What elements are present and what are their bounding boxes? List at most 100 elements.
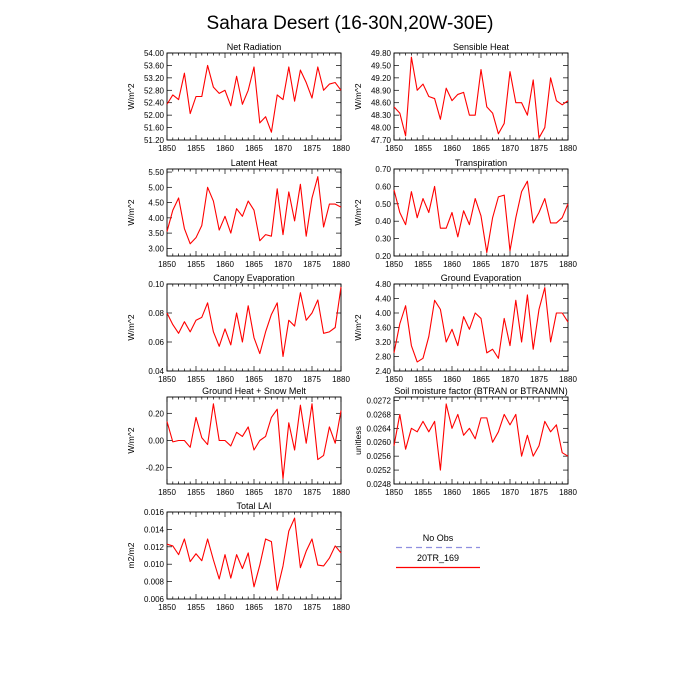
y-tick-label: 5.00 [148, 183, 164, 192]
y-tick-label: 4.50 [148, 199, 164, 208]
x-tick-label: 1850 [385, 488, 403, 497]
y-tick-label: 5.50 [148, 168, 164, 177]
x-tick-label: 1865 [472, 375, 490, 384]
series-line [166, 403, 342, 480]
y-axis-label: W/m^2 [126, 427, 136, 453]
y-tick-label: 4.40 [375, 295, 391, 304]
y-tick-label: 0.0272 [367, 396, 392, 405]
y-tick-label: 49.80 [371, 49, 392, 58]
y-tick-label: 49.20 [371, 74, 392, 83]
y-axis-label: W/m^2 [126, 83, 136, 109]
y-tick-label: 48.60 [371, 99, 392, 108]
x-tick-label: 1865 [245, 144, 263, 153]
panel-latent-heat: Latent Heat 1850 1855 1860 1865 1870 1875 1880 3… [126, 158, 350, 269]
x-tick-label: 1850 [385, 375, 403, 384]
y-tick-label: 0.70 [375, 165, 391, 174]
y-tick-label: -0.20 [146, 464, 165, 473]
y-tick-label: 0.50 [375, 200, 391, 209]
y-tick-label: 48.00 [371, 124, 392, 133]
x-tick-label: 1880 [332, 488, 350, 497]
y-tick-label: 4.80 [375, 280, 391, 289]
y-axis-label: W/m^2 [353, 199, 363, 225]
y-tick-label: 4.00 [148, 214, 164, 223]
y-tick-label: 0.40 [375, 217, 391, 226]
x-tick-label: 1855 [187, 375, 205, 384]
x-tick-label: 1860 [443, 488, 461, 497]
y-axis-label: W/m^2 [353, 314, 363, 340]
x-tick-label: 1870 [274, 260, 292, 269]
x-tick-label: 1880 [559, 144, 577, 153]
x-tick-label: 1855 [187, 603, 205, 612]
panel-total-lai: Total LAI 1850 1855 1860 1865 1870 1875 1880 0.0… [126, 501, 350, 612]
x-tick-label: 1880 [559, 375, 577, 384]
y-axis-label: m2/m2 [126, 542, 136, 568]
y-tick-label: 49.50 [371, 61, 392, 70]
x-tick-label: 1870 [274, 603, 292, 612]
y-tick-label: 2.40 [375, 367, 391, 376]
x-tick-label: 1860 [443, 144, 461, 153]
y-axis-label: W/m^2 [126, 314, 136, 340]
series-line [393, 403, 569, 471]
y-tick-label: 0.30 [375, 235, 391, 244]
panel-canopy-evaporation: Canopy Evaporation 1850 1855 1860 1865 1870 18… [126, 273, 350, 384]
panel-ground-evaporation: Ground Evaporation 1850 1855 1860 1865 1870 18… [353, 273, 577, 384]
y-tick-label: 0.010 [144, 560, 165, 569]
y-tick-label: 0.006 [144, 595, 165, 604]
series-line [166, 517, 342, 591]
series-line [393, 180, 569, 254]
panel-transpiration: Transpiration 1850 1855 1860 1865 1870 1875 188… [353, 158, 577, 269]
x-tick-label: 1875 [303, 488, 321, 497]
y-tick-label: 0.014 [144, 525, 165, 534]
y-tick-label: 0.0248 [367, 480, 392, 489]
x-tick-label: 1880 [332, 603, 350, 612]
y-axis-label: W/m^2 [353, 83, 363, 109]
series-line [166, 64, 342, 133]
series-line [166, 286, 342, 358]
x-tick-label: 1860 [216, 144, 234, 153]
y-tick-label: 2.80 [375, 353, 391, 362]
chart-panels: Net Radiation 1850 1855 1860 1865 1870 1875 188… [126, 42, 577, 612]
x-tick-label: 1880 [332, 375, 350, 384]
y-tick-label: 0.08 [148, 309, 164, 318]
x-tick-label: 1875 [303, 603, 321, 612]
x-tick-label: 1865 [472, 488, 490, 497]
y-tick-label: 0.0264 [367, 424, 392, 433]
x-tick-label: 1855 [414, 144, 432, 153]
y-tick-label: 0.008 [144, 578, 165, 587]
y-axis-label: W/m^2 [126, 199, 136, 225]
x-tick-label: 1870 [501, 260, 519, 269]
x-tick-label: 1855 [414, 488, 432, 497]
series-line [166, 176, 342, 245]
x-tick-label: 1875 [530, 488, 548, 497]
y-axis-label: unitless [353, 426, 363, 455]
y-tick-label: 3.60 [375, 324, 391, 333]
x-tick-label: 1865 [245, 260, 263, 269]
x-tick-label: 1870 [501, 375, 519, 384]
y-tick-label: 3.20 [375, 338, 391, 347]
panel-ground-heat-snow-melt: Ground Heat + Snow Melt 1850 1855 1860 1865 1… [126, 386, 350, 497]
x-tick-label: 1860 [216, 488, 234, 497]
legend: No Obs 20TR_169 [396, 533, 480, 569]
x-tick-label: 1850 [385, 144, 403, 153]
x-tick-label: 1870 [501, 488, 519, 497]
x-tick-label: 1860 [216, 375, 234, 384]
y-tick-label: 0.60 [375, 182, 391, 191]
y-tick-label: 53.60 [144, 61, 165, 70]
x-tick-label: 1865 [472, 260, 490, 269]
x-tick-label: 1870 [274, 375, 292, 384]
panel-sensible-heat: Sensible Heat 1850 1855 1860 1865 1870 1875 188… [353, 42, 577, 153]
series-line [393, 56, 569, 139]
y-tick-label: 0.00 [148, 437, 164, 446]
y-tick-label: 0.06 [148, 338, 164, 347]
panel-title: Transpiration [455, 158, 507, 168]
x-tick-label: 1855 [414, 260, 432, 269]
panel-title: Sensible Heat [453, 42, 510, 52]
x-tick-label: 1865 [245, 603, 263, 612]
y-tick-label: 0.0256 [367, 452, 392, 461]
legend-label-no-obs: No Obs [423, 533, 454, 543]
panel-title: Ground Evaporation [441, 273, 522, 283]
x-tick-label: 1850 [158, 488, 176, 497]
x-tick-label: 1860 [216, 603, 234, 612]
series-line [393, 287, 569, 363]
